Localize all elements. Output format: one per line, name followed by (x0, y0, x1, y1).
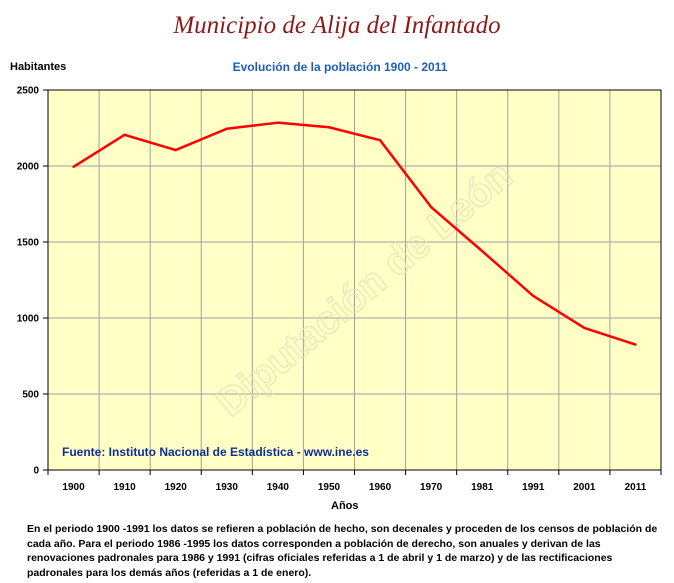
data-point (123, 133, 126, 137)
y-tick-labels: 0 500 1000 1500 2000 2500 (17, 86, 40, 477)
data-point (532, 294, 535, 298)
data-point (634, 343, 637, 346)
x-axis-label: Años (331, 500, 359, 512)
footnote-text: En el periodo 1900 -1991 los datos se re… (27, 523, 658, 579)
page-title: Municipio de Alija del Infantado (173, 12, 501, 39)
y-axis-label: Habitantes (10, 61, 67, 73)
x-tick-label: 1940 (267, 482, 290, 493)
x-tick-label: 1930 (216, 482, 239, 493)
data-point (583, 326, 586, 330)
x-tick-label: 1900 (62, 482, 85, 493)
y-tick-label: 2500 (17, 86, 40, 97)
x-tick-label: 2001 (573, 482, 596, 493)
y-tick-label: 1000 (17, 314, 40, 325)
population-series-line (72, 121, 636, 346)
series-group (72, 121, 637, 346)
y-tick-label: 500 (22, 390, 39, 401)
y-tick-label: 1500 (17, 238, 40, 249)
x-tick-label: 1981 (471, 482, 494, 493)
data-point (378, 138, 382, 142)
axes (43, 89, 662, 475)
data-point (327, 126, 331, 129)
data-point (276, 121, 280, 124)
chart-title: Evolución de la población 1900 - 2011 (232, 60, 448, 74)
x-tick-label: 1910 (114, 482, 137, 493)
x-tick-label: 1950 (318, 482, 341, 493)
x-tick-label: 1991 (522, 482, 545, 493)
data-point (225, 127, 228, 130)
data-point (72, 165, 75, 168)
data-point (174, 148, 177, 152)
y-tick-label: 0 (33, 466, 39, 477)
x-tick-label: 1970 (420, 482, 443, 493)
source-note: Fuente: Instituto Nacional de Estadístic… (62, 445, 369, 459)
data-point (429, 205, 433, 209)
x-tick-label: 1920 (165, 482, 188, 493)
y-tick-label: 2000 (17, 162, 40, 173)
x-tick-label: 2011 (625, 482, 647, 493)
x-tick-labels: 1900 1910 1920 1930 1940 1950 1960 1970 1981 1991… (62, 482, 646, 493)
population-line-chart: Diputación de León 05001000150020002500 … (17, 86, 662, 493)
data-point (481, 249, 484, 253)
x-tick-label: 1960 (369, 482, 392, 493)
